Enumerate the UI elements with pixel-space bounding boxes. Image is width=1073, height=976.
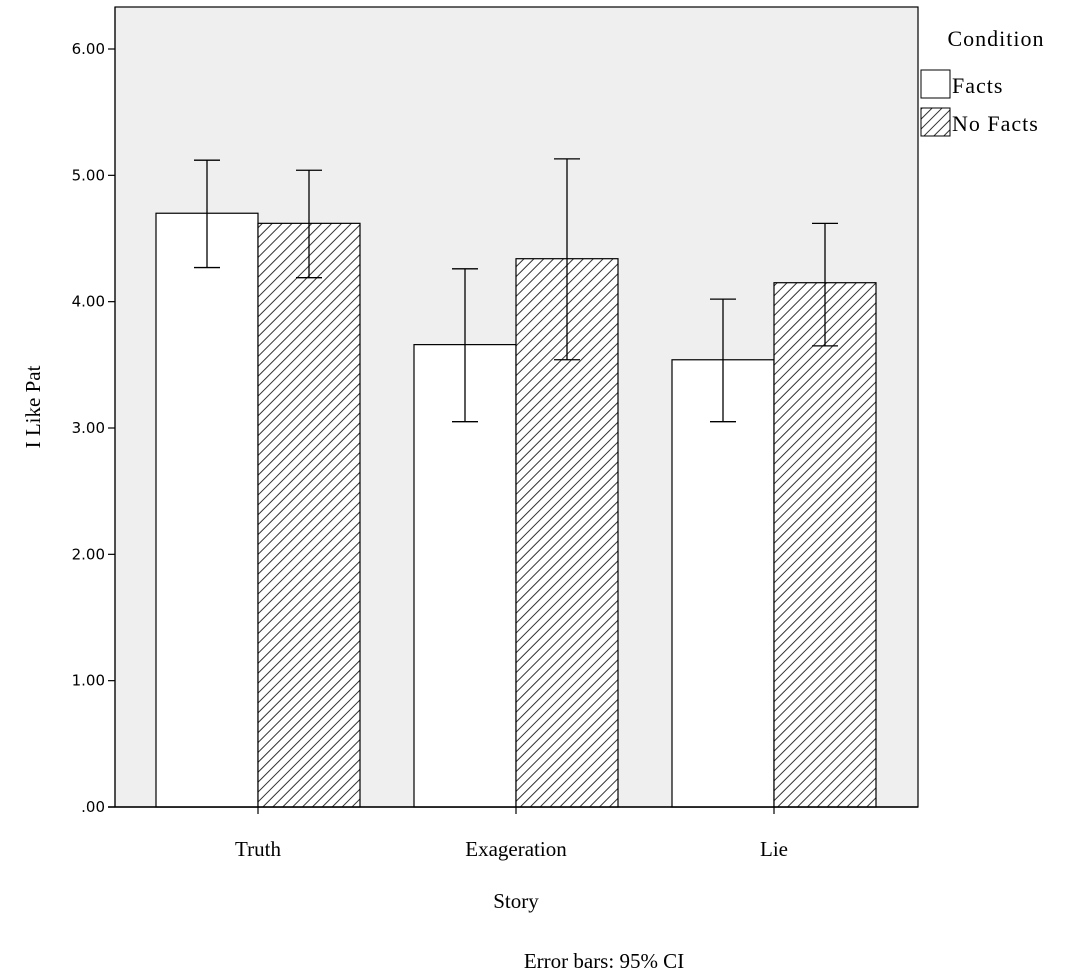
footnote: Error bars: 95% CI [524,949,684,973]
y-tick-label: 4.00 [72,293,105,311]
legend-swatch-no-facts [920,107,951,137]
error-bar [452,268,478,423]
y-tick-label: .00 [81,798,105,816]
bars [155,212,877,808]
bar-facts-lie [671,359,775,808]
y-tick-label: 5.00 [72,166,105,184]
y-tick-label: 2.00 [72,545,105,563]
error-bar [554,158,580,361]
legend-label-facts: Facts [952,73,1003,98]
bar-facts-truth [155,212,259,808]
error-bar [194,159,220,269]
legend-swatch-facts [920,69,951,99]
bar-no-facts-truth [257,222,361,808]
x-tick-label: Truth [235,837,281,861]
x-tick-label: Lie [760,837,788,861]
legend: Condition Facts No Facts [920,26,1044,137]
error-bar [296,169,322,279]
error-bar [812,222,838,347]
y-tick-label: 6.00 [72,40,105,58]
x-axis-title: Story [493,889,539,913]
y-axis: .00 1.00 2.00 3.00 4.00 5.00 6.00 [72,7,116,816]
y-tick-label: 3.00 [72,419,105,437]
error-bar [710,298,736,423]
x-tick-label: Exageration [465,837,567,861]
y-axis-title: I Like Pat [21,365,45,448]
legend-title: Condition [947,26,1044,51]
error-bars [194,158,838,423]
y-tick-label: 1.00 [72,672,105,690]
x-axis: Truth Exageration Lie [108,806,918,861]
legend-label-no-facts: No Facts [952,111,1039,136]
bar-no-facts-lie [773,282,877,808]
